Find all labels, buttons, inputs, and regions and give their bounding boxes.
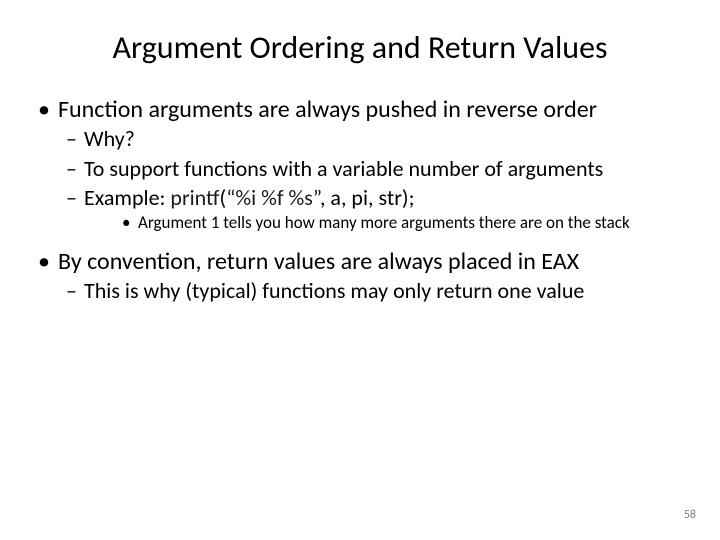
bullet-1-sub2: To support functions with a variable num… — [66, 155, 682, 183]
bullet-1: Function arguments are always pushed in … — [38, 95, 682, 233]
bullet-1-text: Function arguments are always pushed in … — [58, 95, 597, 124]
bullet-1-sub3-sub1-text: Argument 1 tells you how many more argum… — [138, 212, 630, 233]
bullet-1-sub1-text: Why? — [84, 125, 135, 152]
bullet-1-sub3-sublist: Argument 1 tells you how many more argum… — [122, 212, 682, 233]
bullet-1-sub3-fmt: “%i %f %s” — [226, 184, 320, 211]
slide-container: Argument Ordering and Return Values Func… — [0, 0, 720, 540]
bullet-2-sub1: This is why (typical) functions may only… — [66, 277, 682, 305]
bullet-1-sub3-fn: printf — [170, 184, 219, 211]
bullet-1-sub3: Example: printf(“%i %f %s”, a, pi, str);… — [66, 184, 682, 233]
bullet-1-sub3-sub1: Argument 1 tells you how many more argum… — [122, 212, 682, 233]
bullet-1-sublist: Why? To support functions with a variabl… — [66, 125, 682, 233]
bullet-list-level1: Function arguments are always pushed in … — [38, 95, 682, 304]
slide-title: Argument Ordering and Return Values — [38, 28, 682, 67]
bullet-1-sub3-args: , a, pi, str); — [320, 184, 415, 211]
bullet-1-sub2-text: To support functions with a variable num… — [84, 155, 603, 182]
bullet-2-sub1-text: This is why (typical) functions may only… — [84, 277, 584, 304]
bullet-1-sub1: Why? — [66, 125, 682, 153]
bullet-2-sublist: This is why (typical) functions may only… — [66, 277, 682, 305]
bullet-2-text: By convention, return values are always … — [58, 247, 579, 276]
bullet-2: By convention, return values are always … — [38, 247, 682, 305]
page-number: 58 — [684, 508, 696, 522]
bullet-1-sub3-prefix: Example: — [84, 184, 170, 211]
